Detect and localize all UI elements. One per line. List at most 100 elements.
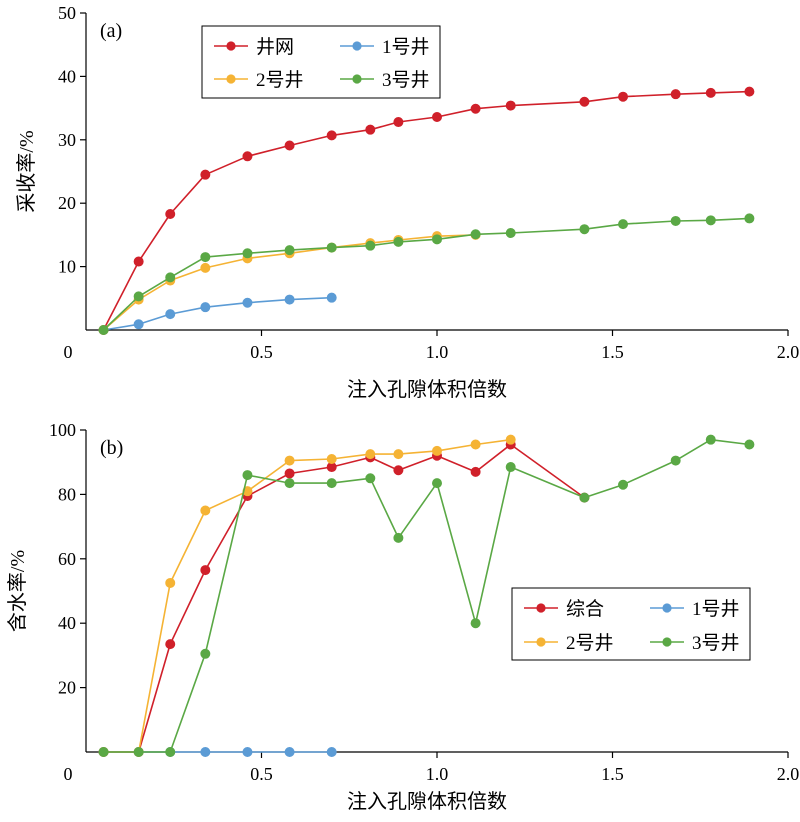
data-point xyxy=(431,111,442,122)
data-point xyxy=(200,252,211,263)
legend-swatch-marker xyxy=(226,74,236,84)
chart-panel-b: 20 40 60 80 100 0 0.5 1.0 1.5 2.0 注入孔隙体积倍数 含水率/% (b)… xyxy=(6,420,799,813)
panel-label: (a) xyxy=(100,20,122,42)
data-point xyxy=(284,468,295,479)
data-point xyxy=(165,309,176,320)
data-point xyxy=(200,648,211,659)
series-0 xyxy=(98,86,755,335)
data-point xyxy=(365,124,376,135)
chart-panel-a: 10 20 30 40 50 0 0.5 1.0 1.5 2.0 注入孔隙体积倍数 采收率/% (a) 井… xyxy=(15,3,799,401)
data-point xyxy=(165,747,176,758)
data-point xyxy=(133,256,144,267)
data-point xyxy=(133,291,144,302)
legend-swatch-marker xyxy=(662,637,672,647)
data-point xyxy=(133,319,144,330)
data-point xyxy=(431,478,442,489)
data-point xyxy=(133,747,144,758)
x-tick-label: 0.5 xyxy=(250,342,273,362)
data-point xyxy=(470,466,481,477)
legend: 井网 1号井 2号井 3号井 xyxy=(201,25,441,99)
data-point xyxy=(326,292,337,303)
legend-swatch-marker xyxy=(226,41,236,51)
data-point xyxy=(470,439,481,450)
data-point xyxy=(284,245,295,256)
data-point xyxy=(393,465,404,476)
data-point xyxy=(618,91,629,102)
data-point xyxy=(326,478,337,489)
data-point xyxy=(200,565,211,576)
y-tick-label: 20 xyxy=(58,678,76,698)
data-point xyxy=(705,434,716,445)
y-tick-label: 40 xyxy=(58,66,76,86)
data-point xyxy=(670,215,681,226)
data-point xyxy=(393,236,404,247)
data-point xyxy=(165,577,176,588)
x-axis-title: 注入孔隙体积倍数 xyxy=(347,378,507,401)
data-point xyxy=(326,747,337,758)
x-tick-label: 2.0 xyxy=(777,342,800,362)
data-point xyxy=(284,294,295,305)
x-tick-label: 0 xyxy=(64,764,73,784)
legend-swatch-marker xyxy=(536,637,546,647)
legend-label: 1号井 xyxy=(692,598,740,620)
data-point xyxy=(200,505,211,516)
legend-label: 2号井 xyxy=(566,632,614,654)
legend-item: 2号井 xyxy=(214,69,304,91)
data-point xyxy=(98,324,109,335)
legend-item: 1号井 xyxy=(340,36,430,58)
data-point xyxy=(744,86,755,97)
data-point xyxy=(365,240,376,251)
data-point xyxy=(579,492,590,503)
data-point xyxy=(242,297,253,308)
legend-label: 综合 xyxy=(566,598,604,620)
x-tick-label: 0.5 xyxy=(250,764,273,784)
data-point xyxy=(470,103,481,114)
data-point xyxy=(365,449,376,460)
data-point xyxy=(505,462,516,473)
legend-label: 3号井 xyxy=(692,632,740,654)
data-point xyxy=(200,302,211,313)
x-tick-label: 1.5 xyxy=(601,342,624,362)
series-3 xyxy=(98,213,755,335)
data-point xyxy=(284,140,295,151)
y-tick-label: 100 xyxy=(49,420,76,440)
y-tick-label: 50 xyxy=(58,3,76,23)
series-line xyxy=(102,90,750,331)
data-point xyxy=(284,478,295,489)
data-point xyxy=(618,219,629,230)
data-point xyxy=(431,445,442,456)
data-point xyxy=(165,272,176,283)
data-point xyxy=(242,486,253,497)
data-point xyxy=(744,439,755,450)
data-point xyxy=(670,89,681,100)
legend-item: 2号井 xyxy=(524,632,614,654)
legend-label: 1号井 xyxy=(382,36,430,58)
series-line xyxy=(102,217,750,331)
y-tick-label: 40 xyxy=(58,613,76,633)
data-point xyxy=(393,532,404,543)
x-tick-label: 2.0 xyxy=(777,764,800,784)
data-point xyxy=(284,455,295,466)
data-point xyxy=(326,453,337,464)
data-point xyxy=(284,747,295,758)
x-axis-title: 注入孔隙体积倍数 xyxy=(347,790,507,813)
data-point xyxy=(744,213,755,224)
legend-label: 3号井 xyxy=(382,69,430,91)
data-point xyxy=(431,234,442,245)
data-point xyxy=(326,242,337,253)
legend-item: 综合 xyxy=(524,598,604,620)
y-tick-label: 60 xyxy=(58,549,76,569)
data-point xyxy=(200,262,211,273)
series-line xyxy=(103,438,511,753)
data-point xyxy=(705,215,716,226)
legend-box xyxy=(201,25,441,99)
legend-item: 3号井 xyxy=(340,69,430,91)
x-tick-label: 0 xyxy=(64,342,73,362)
data-point xyxy=(242,747,253,758)
legend-swatch-marker xyxy=(536,603,546,613)
data-point xyxy=(98,747,109,758)
data-point xyxy=(505,100,516,111)
legend-swatch-marker xyxy=(352,41,362,51)
y-axis-title: 含水率/% xyxy=(6,550,29,632)
x-tick-label: 1.0 xyxy=(426,342,449,362)
